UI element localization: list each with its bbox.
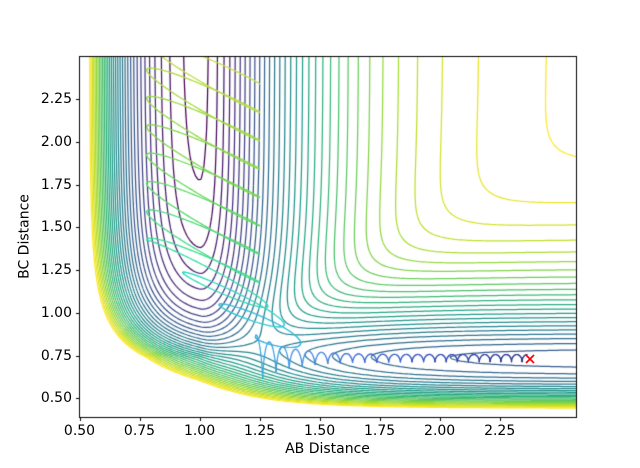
trajectory-end-marker-x-icon	[525, 354, 535, 364]
x-tick-label: 0.50	[63, 423, 96, 439]
y-tick-label: 2.25	[40, 91, 72, 108]
x-tick-label: 2.25	[484, 423, 516, 439]
y-tick-label: 1.50	[40, 219, 72, 236]
y-tick-label: 0.75	[40, 347, 72, 364]
y-tick-label: 1.75	[40, 176, 72, 193]
x-tick-label: 1.00	[183, 423, 216, 439]
x-tick-label: 1.50	[304, 423, 336, 439]
y-tick-label: 1.00	[40, 304, 72, 321]
x-tick-label: 1.25	[243, 423, 276, 439]
y-tick-label: 2.00	[40, 133, 72, 150]
x-tick-label: 0.75	[123, 423, 156, 439]
x-axis-label: AB Distance	[285, 441, 370, 457]
y-tick-label: 0.50	[40, 390, 72, 407]
x-tick-label: 2.00	[424, 423, 456, 439]
x-tick-label: 1.75	[364, 423, 396, 439]
y-tick-label: 1.25	[40, 262, 72, 279]
y-axis-label: BC Distance	[16, 194, 33, 279]
